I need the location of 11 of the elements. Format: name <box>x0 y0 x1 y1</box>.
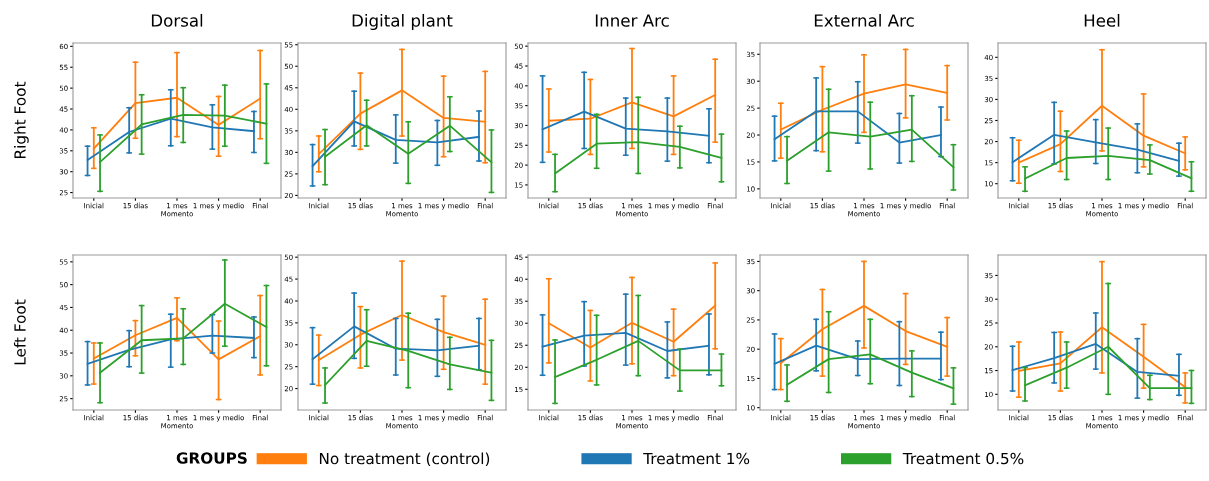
chart-title: Heel <box>1084 13 1120 27</box>
chart-title: Dorsal <box>151 13 203 27</box>
chart-title: External Arc <box>814 13 914 27</box>
chart-title: Inner Arc <box>595 14 669 27</box>
legend-title: GROUPS <box>176 452 247 464</box>
legend-label: No treatment (control) <box>319 452 490 467</box>
chart-title: Digital plant <box>352 13 453 31</box>
y-axis-title: Left Foot <box>13 299 26 365</box>
y-axis-title: Right Foot <box>13 81 29 158</box>
legend-label: Treatment 0.5% <box>902 452 1024 465</box>
legend-label: Treatment 1% <box>643 452 750 465</box>
